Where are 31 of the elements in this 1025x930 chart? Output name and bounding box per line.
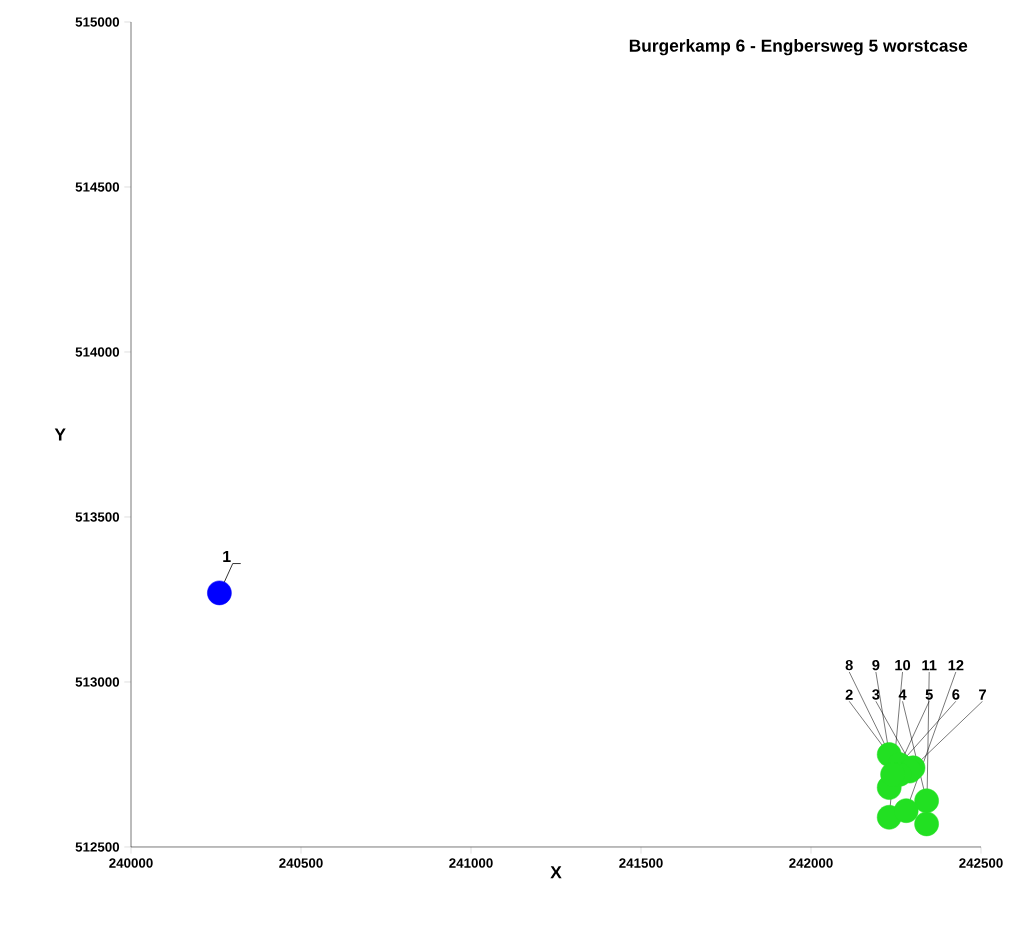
annotation: 3	[872, 689, 880, 700]
x-tick-label: 240000	[109, 858, 153, 868]
annotation: 2	[845, 689, 853, 700]
point	[893, 798, 919, 823]
y-tick-label: 513000	[75, 677, 120, 687]
y-axis-title: Y	[54, 428, 66, 441]
annotation: 4	[898, 689, 907, 700]
y-tick-label: 513500	[75, 512, 120, 522]
annotation: 10	[895, 659, 911, 671]
x-tick-label: 242000	[789, 858, 833, 868]
x-tick-label: 240500	[279, 858, 323, 868]
x-axis-title: X	[550, 866, 562, 879]
y-tick-label: 514500	[75, 182, 120, 192]
annotation: 6	[952, 689, 960, 700]
y-tick-label: 514000	[75, 347, 120, 357]
annotation: 11	[922, 660, 937, 671]
y-tick-label: 512500	[75, 842, 120, 852]
annotation: 9	[872, 659, 880, 671]
x-tick-label: 242500	[959, 858, 1003, 868]
annotation: 5	[925, 689, 933, 700]
y-tick-label: 515000	[75, 17, 120, 27]
annotation: 1	[223, 550, 231, 562]
point	[914, 788, 939, 814]
point	[207, 580, 232, 606]
annotation: 8	[845, 659, 853, 671]
text: Burgerkamp 6 - Engbersweg 5 worstcase	[629, 39, 968, 56]
x-tick-label: 241000	[449, 858, 493, 868]
x-tick-label: 241500	[619, 858, 663, 868]
annotation: 12	[948, 660, 964, 671]
annotation: 7	[979, 689, 986, 700]
point	[914, 811, 939, 837]
